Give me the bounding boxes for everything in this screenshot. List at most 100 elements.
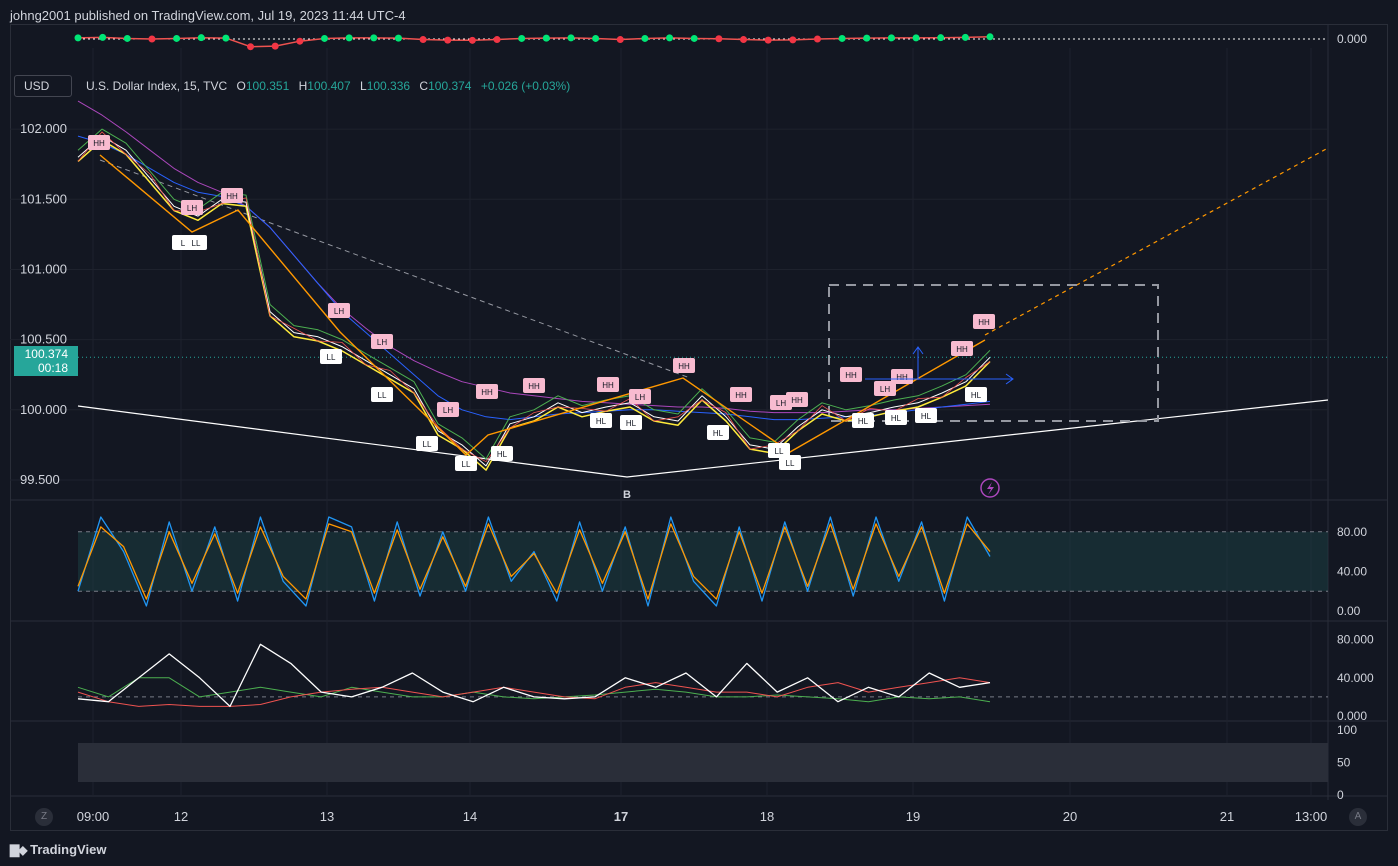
- pivot-label-ll: LL: [768, 443, 790, 458]
- pivot-label-ll: LL: [185, 235, 207, 250]
- momentum-dot: [468, 36, 476, 44]
- stoch-k-line: [77, 516, 991, 607]
- pivot-label-text: HH: [528, 382, 540, 391]
- momentum-dot: [123, 34, 131, 42]
- momentum-dot: [247, 43, 255, 51]
- pivot-label-box: [707, 425, 729, 440]
- pivot-label-hh: HH: [476, 384, 498, 399]
- x-tick-label: 14: [463, 809, 477, 824]
- pivot-label-text: HL: [596, 417, 607, 426]
- momentum-dot: [616, 36, 624, 44]
- ma-long-line: [77, 100, 991, 414]
- pivot-label-hl: HL: [852, 413, 874, 428]
- pivot-label-hh: HH: [730, 387, 752, 402]
- legend-h-value: 100.407: [307, 79, 351, 93]
- pivot-label-hl: HL: [620, 415, 642, 430]
- pivot-label-text: HH: [678, 362, 690, 371]
- range-band: [78, 743, 1328, 782]
- symbol-button[interactable]: USD: [14, 75, 72, 97]
- plus-di-line: [77, 677, 991, 703]
- pivot-label-box: [673, 358, 695, 373]
- pivot-label-box: [371, 334, 393, 349]
- pivot-label-box: [523, 378, 545, 393]
- z-button[interactable]: Z: [35, 808, 53, 826]
- momentum-dot: [567, 34, 575, 42]
- zigzag-line: [99, 154, 986, 456]
- momentum-dot: [173, 34, 181, 42]
- momentum-dot: [222, 34, 230, 42]
- auto-scale-label: A: [1354, 811, 1362, 822]
- pivot-label-box: [620, 415, 642, 430]
- pivot-label-hl: HL: [707, 425, 729, 440]
- pivot-label-hl: HL: [885, 410, 907, 425]
- momentum-dot: [518, 34, 526, 42]
- pivot-label-box: [973, 314, 995, 329]
- pivot-label-text: HL: [921, 412, 932, 421]
- legend-o-label: O: [236, 79, 246, 93]
- pivot-label-hh: HH: [840, 367, 862, 382]
- momentum-dot: [148, 35, 156, 43]
- dashed-trendline: [99, 159, 691, 379]
- last-price-value: 100.374: [24, 347, 68, 361]
- pivot-label-text: LL: [378, 391, 387, 400]
- pivot-label-lh: LH: [328, 303, 350, 318]
- pivot-label-hh: HH: [221, 188, 243, 203]
- publish-text: johng2001 published on TradingView.com, …: [10, 8, 406, 23]
- pivot-label-box: [371, 387, 393, 402]
- momentum-dot: [320, 34, 328, 42]
- top-axis-label: 0.000: [1337, 32, 1367, 46]
- range-axis-label: 50: [1337, 756, 1351, 770]
- x-tick-label: 09:00: [77, 809, 110, 824]
- momentum-dot: [542, 34, 550, 42]
- momentum-dot: [715, 35, 723, 43]
- pivot-label-text: HH: [956, 345, 968, 354]
- z-button-label: Z: [40, 811, 48, 822]
- momentum-dot: [863, 34, 871, 42]
- momentum-dot: [345, 34, 353, 42]
- pivot-label-hh: HH: [786, 392, 808, 407]
- y-tick-label: 102.000: [20, 121, 67, 136]
- symbol-button-label: USD: [24, 79, 50, 93]
- momentum-dot: [641, 34, 649, 42]
- momentum-dot: [961, 33, 969, 41]
- legend-c-label: C: [419, 79, 429, 93]
- pivot-label-hh: HH: [891, 369, 913, 384]
- x-tick-label: 17: [614, 809, 628, 824]
- pivot-label-text: LH: [377, 338, 387, 347]
- tradingview-logo[interactable]: ▇◆ TradingView: [10, 842, 106, 857]
- pivot-label-text: LH: [187, 204, 197, 213]
- stoch-band: [78, 531, 1328, 592]
- pivot-label-box: [88, 135, 110, 150]
- momentum-dot: [493, 36, 501, 44]
- pivot-label-lh: LH: [371, 334, 393, 349]
- momentum-dot: [592, 34, 600, 42]
- legend-h-label: H: [298, 79, 308, 93]
- pivot-label-hl: HL: [965, 387, 987, 402]
- pivot-label-text: LL: [786, 459, 795, 468]
- pivot-label-hh: HH: [973, 314, 995, 329]
- range-box: [828, 284, 1159, 422]
- pivot-label-box: [852, 413, 874, 428]
- pivot-label-box: [891, 369, 913, 384]
- y-tick-label: 100.500: [20, 332, 67, 347]
- auto-scale-button[interactable]: A: [1349, 808, 1367, 826]
- legend-symbol[interactable]: U.S. Dollar Index, 15, TVC: [86, 79, 228, 93]
- stoch-d-line: [77, 523, 991, 600]
- pivot-label-ll: LL: [320, 349, 342, 364]
- pivot-label-text: HH: [845, 371, 857, 380]
- momentum-dot: [887, 34, 895, 42]
- y-tick-label: 101.000: [20, 261, 67, 276]
- pivot-label-box: [221, 188, 243, 203]
- momentum-dot: [986, 33, 994, 41]
- pivot-label-box: [476, 384, 498, 399]
- pivot-label-text: HL: [858, 417, 869, 426]
- pivot-label-box: [455, 456, 477, 471]
- momentum-dot: [296, 37, 304, 45]
- legend-change: +0.026 (+0.03%): [480, 79, 571, 93]
- pivot-label-box: [416, 436, 438, 451]
- pivot-label-box: [840, 367, 862, 382]
- last-price-countdown: 00:18: [37, 361, 68, 375]
- pivot-label-box: [491, 446, 513, 461]
- pivot-label-lh: LH: [629, 389, 651, 404]
